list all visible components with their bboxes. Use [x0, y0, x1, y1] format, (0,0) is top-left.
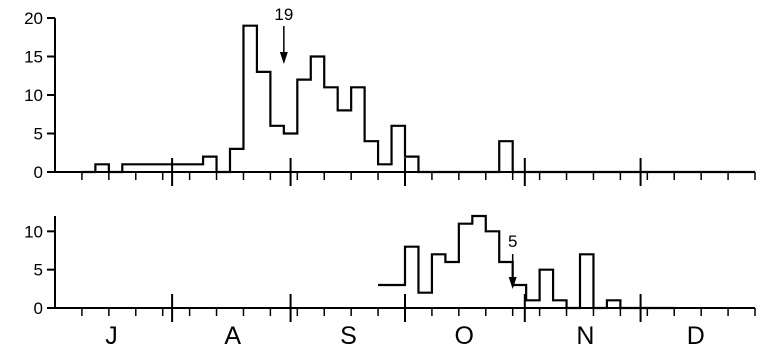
bottom-y-tick-label: 0	[34, 299, 43, 318]
top-annotation-arrowhead	[279, 52, 288, 64]
bottom-annotation-label: 5	[508, 232, 517, 251]
month-label: N	[576, 322, 594, 350]
bottom-histogram	[378, 214, 675, 310]
top-y-tick-label: 5	[34, 125, 43, 144]
bottom-y-tick-label: 10	[24, 222, 43, 241]
month-label: D	[687, 322, 705, 350]
top-y-tick-label: 0	[34, 163, 43, 182]
top-histogram	[81, 24, 755, 174]
top-y-tick-label: 15	[24, 48, 43, 67]
top-y-tick-label: 10	[24, 86, 43, 105]
bottom-y-tick-label: 5	[34, 261, 43, 280]
month-label: J	[105, 322, 118, 350]
bottom-annotation-arrowhead	[508, 277, 517, 289]
top-annotation-label: 19	[274, 5, 293, 24]
month-label: O	[455, 322, 474, 350]
top-y-tick-label: 20	[24, 9, 43, 28]
month-label: S	[340, 322, 357, 350]
month-label: A	[224, 322, 241, 350]
